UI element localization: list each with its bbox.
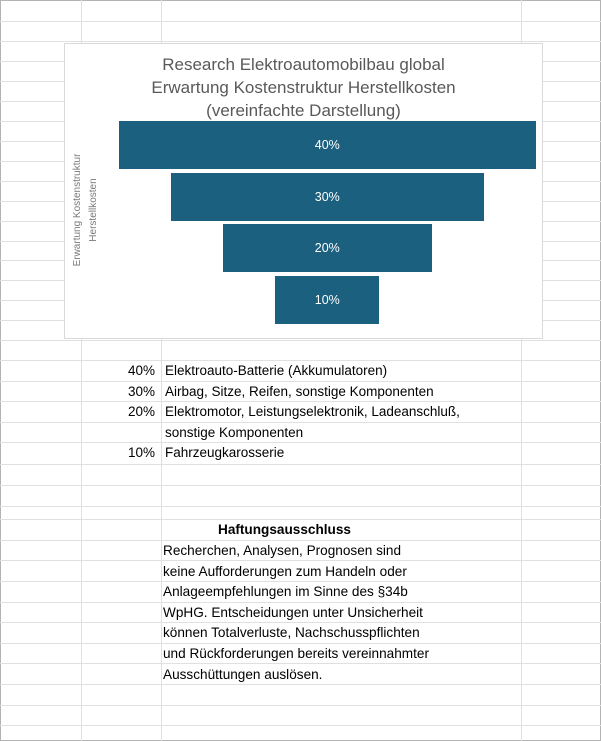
- gridline-horizontal: [0, 380, 601, 382]
- gridline-horizontal: [0, 464, 601, 465]
- gridline-horizontal: [0, 20, 601, 22]
- funnel-bar[interactable]: 20%: [223, 224, 432, 273]
- chart-area[interactable]: Research Elektroautomobilbau global Erwa…: [64, 43, 543, 339]
- legend-pct-cell[interactable]: 30%: [127, 383, 155, 399]
- gridline-vertical: [521, 0, 522, 741]
- legend-desc-cell[interactable]: Elektromotor, Leistungselektronik, Ladea…: [165, 404, 460, 420]
- bar-data-label: 20%: [314, 241, 340, 256]
- bar-data-label: 40%: [314, 138, 340, 152]
- legend-desc-cell[interactable]: sonstige Komponenten: [165, 424, 304, 440]
- chart-title: Research Elektroautomobilbau global Erwa…: [65, 53, 542, 122]
- disclaimer-line[interactable]: Anlageempfehlungen im Sinne des §34b: [163, 584, 408, 600]
- gridline-horizontal: [0, 560, 601, 562]
- disclaimer-line[interactable]: keine Aufforderungen zum Handeln oder: [163, 563, 407, 579]
- legend-pct-cell[interactable]: 40%: [127, 363, 155, 378]
- gridline-horizontal: [0, 401, 601, 403]
- gridline-horizontal: [0, 539, 601, 541]
- gridline-horizontal: [0, 581, 601, 582]
- gridline-horizontal: [0, 360, 601, 361]
- y-axis-title-line-1: Erwartung Kostenstruktur: [72, 153, 83, 267]
- gridline-horizontal: [0, 340, 601, 342]
- bar-data-label: 10%: [314, 293, 340, 308]
- chart-title-line-1: Research Elektroautomobilbau global: [162, 55, 445, 74]
- chart-title-line-3: (vereinfachte Darstellung): [206, 101, 401, 120]
- disclaimer-line[interactable]: und Rückforderungen bereits vereinnahmte…: [163, 646, 429, 661]
- legend-pct-cell[interactable]: 20%: [127, 404, 155, 420]
- gridline-horizontal: [0, 704, 601, 706]
- gridline-horizontal: [0, 622, 601, 624]
- disclaimer-heading[interactable]: Haftungsausschluss: [218, 521, 351, 537]
- gridline-horizontal: [0, 505, 601, 507]
- gridline-horizontal: [0, 725, 601, 727]
- gridline-horizontal: [0, 663, 601, 665]
- gridline-horizontal: [0, 684, 601, 685]
- gridline-vertical: [161, 0, 162, 741]
- y-axis-title-line-2: Herstellkosten: [88, 178, 99, 242]
- bar-data-label: 30%: [314, 189, 340, 204]
- gridline-horizontal: [0, 601, 601, 603]
- disclaimer-line[interactable]: Recherchen, Analysen, Prognosen sind: [163, 543, 402, 558]
- legend-pct-cell[interactable]: [81, 422, 155, 443]
- disclaimer-line[interactable]: können Totalverluste, Nachschusspflichte…: [163, 625, 420, 641]
- legend-desc-cell[interactable]: Fahrzeugkarosserie: [165, 445, 285, 461]
- y-axis-title: Erwartung Kostenstruktur Herstellkosten: [70, 100, 104, 320]
- legend-desc-cell[interactable]: Airbag, Sitze, Reifen, sonstige Komponen…: [165, 383, 434, 399]
- gridline-vertical: [81, 0, 82, 741]
- disclaimer-line[interactable]: Ausschüttungen auslösen.: [163, 666, 323, 682]
- legend-desc-cell[interactable]: Elektroauto-Batterie (Akkumulatoren): [165, 363, 388, 378]
- funnel-bar[interactable]: 10%: [275, 276, 380, 325]
- gridline-horizontal: [0, 421, 601, 423]
- gridline-horizontal: [0, 485, 601, 486]
- gridline-horizontal: [0, 518, 601, 520]
- gridline-horizontal: [0, 442, 601, 444]
- legend-pct-cell[interactable]: 10%: [127, 445, 155, 461]
- gridline-horizontal: [0, 642, 601, 644]
- chart-title-line-2: Erwartung Kostenstruktur Herstellkosten: [151, 78, 456, 97]
- disclaimer-line[interactable]: WpHG. Entscheidungen unter Unsicherheit: [163, 604, 423, 620]
- funnel-bar[interactable]: 30%: [170, 172, 484, 221]
- gridline-horizontal: [0, 41, 601, 43]
- funnel-bar[interactable]: 40%: [118, 121, 536, 169]
